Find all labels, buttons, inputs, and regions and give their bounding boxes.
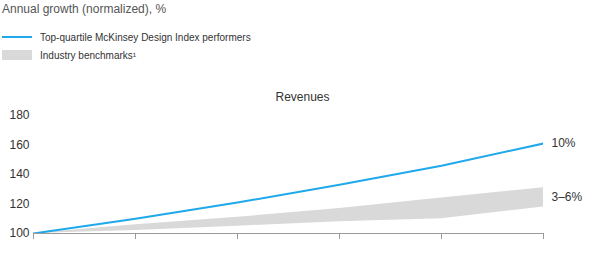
html-text:Revenues: Revenues <box>275 90 330 104</box>
svg-text:140: 140 <box>9 167 29 181</box>
svg-text:160: 160 <box>9 138 29 152</box>
svg-text:120: 120 <box>9 197 29 211</box>
html-text:Top-quartile McKinsey Design I: Top-quartile McKinsey Design Index perfo… <box>40 31 251 43</box>
html-text:Industry benchmarks¹: Industry benchmarks¹ <box>40 49 137 61</box>
svg-text:100: 100 <box>9 226 29 240</box>
svg-text:180: 180 <box>9 108 29 122</box>
html-text:Annual growth (normalized), %: Annual growth (normalized), % <box>2 2 167 16</box>
svg-text:10%: 10% <box>552 136 576 150</box>
svg-text:3–6%: 3–6% <box>552 190 583 204</box>
